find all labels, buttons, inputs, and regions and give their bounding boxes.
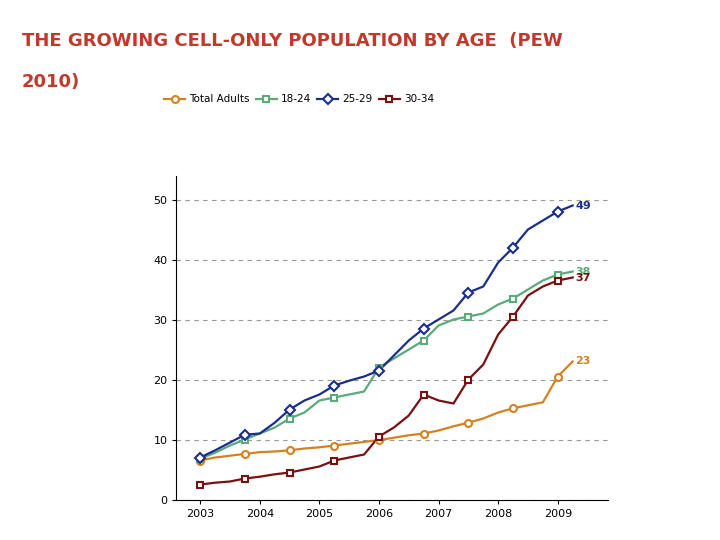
Text: 2010): 2010) [22,73,80,91]
Legend: Total Adults, 18-24, 25-29, 30-34: Total Adults, 18-24, 25-29, 30-34 [160,90,438,109]
Text: 38: 38 [575,267,590,276]
Text: 49: 49 [575,200,591,211]
Text: THE GROWING CELL-ONLY POPULATION BY AGE  (PEW: THE GROWING CELL-ONLY POPULATION BY AGE … [22,32,562,50]
Text: 23: 23 [575,356,590,367]
Text: 37: 37 [575,273,590,282]
